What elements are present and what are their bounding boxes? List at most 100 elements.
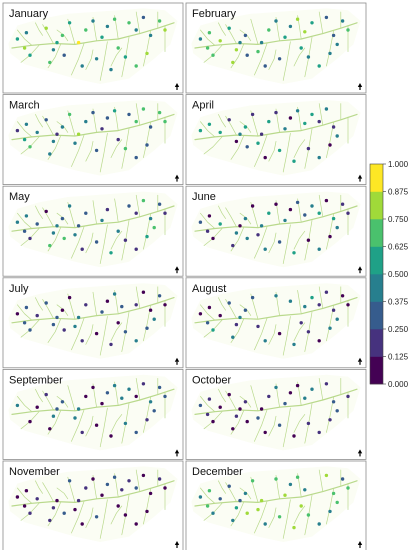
station-point xyxy=(283,401,287,406)
station-point xyxy=(335,225,339,230)
station-point xyxy=(100,401,104,406)
station-point xyxy=(67,295,72,300)
river-network xyxy=(11,103,175,173)
station-points xyxy=(198,107,339,163)
station-point xyxy=(306,146,311,151)
station-point xyxy=(28,419,32,424)
tributary xyxy=(230,227,244,252)
tributary xyxy=(42,115,54,136)
station-point xyxy=(234,139,239,144)
tributary xyxy=(47,227,61,252)
map-panel-november: November xyxy=(2,460,184,550)
station-point xyxy=(80,64,84,68)
station-point xyxy=(238,407,242,411)
station-point xyxy=(67,479,72,483)
station-point xyxy=(317,211,321,215)
colorbar-tick-label: 0.375 xyxy=(388,298,409,307)
station-point xyxy=(15,128,20,133)
station-point xyxy=(157,110,162,115)
river-network xyxy=(194,378,358,448)
station-point xyxy=(134,430,138,435)
tributary xyxy=(293,505,306,525)
station-point xyxy=(243,308,248,312)
station-point xyxy=(274,477,278,481)
station-point xyxy=(259,224,264,228)
tributary xyxy=(318,103,324,126)
station-point xyxy=(292,434,296,438)
station-point xyxy=(80,522,84,526)
tributary xyxy=(218,480,226,494)
station-point xyxy=(112,292,117,296)
station-point xyxy=(116,46,120,50)
station-point xyxy=(263,430,267,435)
station-point xyxy=(22,504,27,508)
station-point xyxy=(120,488,124,492)
station-point xyxy=(116,229,120,233)
station-point xyxy=(84,394,88,399)
tributary xyxy=(135,11,141,34)
tributary xyxy=(304,311,313,352)
station-point xyxy=(60,216,65,221)
station-point xyxy=(295,200,300,205)
station-point xyxy=(134,394,138,399)
station-point xyxy=(94,515,99,519)
station-points xyxy=(198,382,350,438)
station-point xyxy=(303,121,307,126)
station-point xyxy=(231,335,235,339)
station-point xyxy=(238,315,242,320)
station-point xyxy=(205,321,210,325)
tributary xyxy=(326,30,334,67)
map-panels: January February March April May June July Augu… xyxy=(2,2,367,550)
station-point xyxy=(277,515,282,519)
station-point xyxy=(328,509,332,514)
station-point xyxy=(112,475,117,479)
station-point xyxy=(207,31,212,35)
tributary xyxy=(293,230,306,250)
station-point xyxy=(231,243,235,248)
station-point xyxy=(145,326,149,330)
station-point xyxy=(145,418,149,422)
north-arrow-icon xyxy=(174,83,180,90)
station-point xyxy=(60,33,65,38)
station-point xyxy=(256,141,260,145)
station-point xyxy=(259,407,264,411)
station-point xyxy=(60,125,65,129)
station-point xyxy=(48,243,52,248)
tributary xyxy=(71,317,85,351)
station-point xyxy=(317,247,321,251)
station-point xyxy=(211,236,215,241)
station-point xyxy=(198,220,203,224)
tributary xyxy=(318,469,324,492)
tributary xyxy=(56,29,69,42)
station-point xyxy=(346,303,350,307)
station-point xyxy=(48,60,52,65)
north-arrow-icon xyxy=(357,174,363,182)
station-points xyxy=(198,473,350,530)
station-point xyxy=(218,405,222,409)
tributary xyxy=(47,44,61,69)
tributary xyxy=(304,220,313,261)
tributary xyxy=(230,318,244,343)
north-arrow-icon xyxy=(357,357,363,365)
station-point xyxy=(263,64,267,68)
station-point xyxy=(310,204,314,208)
station-point xyxy=(303,213,307,217)
station-point xyxy=(24,489,29,493)
map-panel-september: September xyxy=(2,368,184,460)
tributary xyxy=(99,499,108,539)
station-point xyxy=(256,416,260,420)
map-panel-january: January xyxy=(2,2,184,94)
map-panel-june: June xyxy=(185,185,367,277)
station-point xyxy=(109,434,113,438)
station-point xyxy=(15,403,20,408)
station-point xyxy=(277,423,282,427)
station-point xyxy=(48,518,52,523)
station-point xyxy=(148,491,153,496)
station-point xyxy=(80,247,84,251)
station-point xyxy=(346,394,350,399)
station-point xyxy=(134,64,138,68)
station-point xyxy=(331,491,336,496)
station-point xyxy=(283,35,287,39)
station-point xyxy=(141,15,146,20)
station-points xyxy=(15,473,167,526)
